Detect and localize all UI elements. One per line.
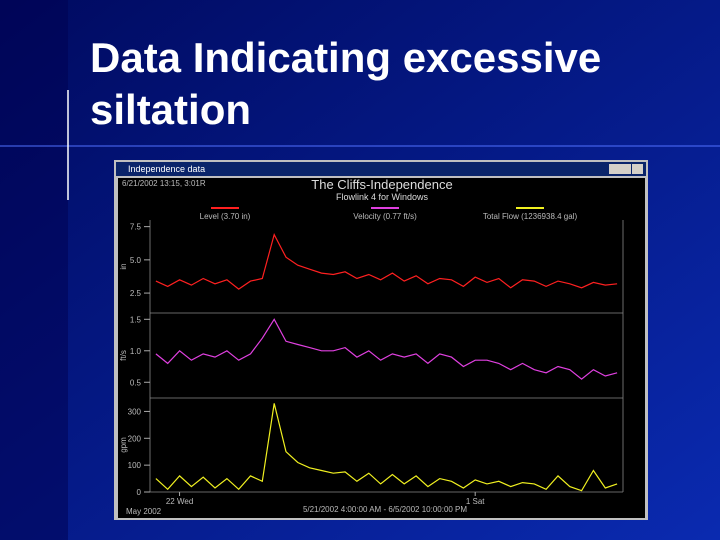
- chart-title: The Cliffs-Independence: [311, 177, 452, 192]
- minimize-button[interactable]: [609, 164, 620, 174]
- series-line: [155, 318, 618, 380]
- timestamp: 6/21/2002 13:15, 3:01R: [122, 179, 206, 188]
- chart-subtitle: Flowlink 4 for Windows: [336, 192, 429, 202]
- legend-label: Velocity (0.77 ft/s): [353, 212, 417, 221]
- legend-label: Total Flow (1236938.4 gal): [483, 212, 578, 221]
- window-title: Independence data: [128, 164, 205, 174]
- slide-title: Data Indicating excessive: [90, 34, 601, 81]
- y-tick-label: 7.5: [130, 223, 142, 232]
- y-tick-label: 100: [128, 461, 142, 470]
- y-tick-label: 1.0: [130, 347, 142, 356]
- title-bar: [116, 162, 646, 176]
- legend-label: Level (3.70 in): [200, 212, 251, 221]
- y-tick-label: 200: [128, 434, 142, 443]
- y-tick-label: 0.5: [130, 378, 142, 387]
- date-range: 5/21/2002 4:00:00 AM - 6/5/2002 10:00:00…: [303, 505, 467, 514]
- side-band: [0, 0, 68, 540]
- y-tick-label: 5.0: [130, 256, 142, 265]
- series-line: [155, 403, 618, 492]
- maximize-button[interactable]: [620, 164, 631, 174]
- y-tick-label: 300: [128, 407, 142, 416]
- plot-window: [118, 178, 645, 518]
- y-tick-label: 2.5: [130, 289, 142, 298]
- y-axis-label: in: [119, 263, 128, 269]
- x-tick-label: 22 Wed: [166, 497, 193, 506]
- slide-title: siltation: [90, 86, 251, 133]
- close-button[interactable]: [632, 164, 643, 174]
- x-axis-label: May 2002: [126, 507, 162, 516]
- x-tick-label: 1 Sat: [466, 497, 485, 506]
- y-tick-label: 1.5: [130, 315, 142, 324]
- y-axis-label: ft/s: [119, 350, 128, 361]
- y-axis-label: gpm: [119, 437, 128, 453]
- y-tick-label: 0: [137, 488, 142, 497]
- series-line: [155, 232, 618, 290]
